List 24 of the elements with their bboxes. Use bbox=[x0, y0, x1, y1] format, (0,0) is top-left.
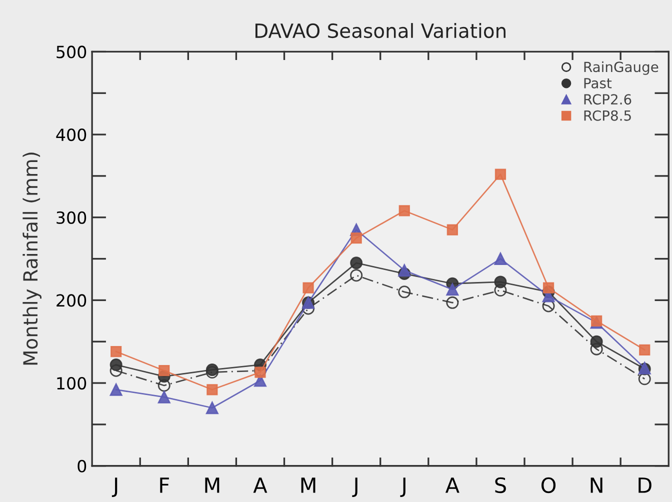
chart-title: DAVAO Seasonal Variation bbox=[255, 23, 506, 38]
x-tick-label: J bbox=[112, 478, 118, 497]
y-axis-title: Monthly Rainfall (mm) bbox=[22, 152, 42, 365]
x-tick-label: S bbox=[495, 477, 506, 494]
x-tick-label: J bbox=[400, 478, 406, 497]
x-tick-label: O bbox=[541, 477, 556, 494]
legend-label: Past bbox=[584, 78, 612, 88]
y-tick-label: 500 bbox=[56, 46, 86, 58]
x-tick-label: N bbox=[590, 478, 602, 493]
y-tick-label: 200 bbox=[56, 294, 86, 307]
y-tick-label: 300 bbox=[56, 211, 86, 224]
x-tick-label: M bbox=[301, 478, 316, 493]
legend-label: RCP8.5 bbox=[584, 110, 631, 121]
y-tick-label: 0 bbox=[78, 460, 86, 472]
x-tick-label: A bbox=[445, 478, 460, 493]
legend-label: RCP2.6 bbox=[584, 94, 632, 105]
x-tick-label: F bbox=[160, 478, 169, 493]
x-tick-label: D bbox=[638, 478, 652, 493]
y-tick-label: 100 bbox=[57, 376, 86, 390]
x-tick-label: J bbox=[352, 478, 358, 497]
x-tick-label: A bbox=[253, 478, 268, 493]
legend-label: RainGauge bbox=[584, 61, 658, 75]
x-tick-label: M bbox=[205, 478, 220, 493]
y-tick-label: 400 bbox=[56, 128, 86, 142]
